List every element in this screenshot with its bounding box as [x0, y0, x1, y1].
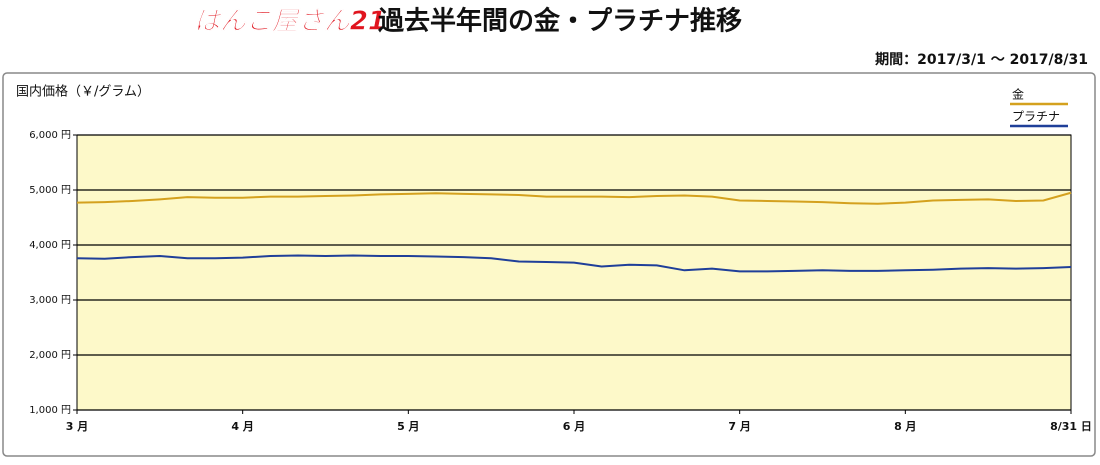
- y-tick-label: 3,000 円: [29, 295, 71, 306]
- x-tick-label: 3 月: [66, 420, 88, 433]
- chart-title: 過去半年間の金・プラチナ推移: [378, 6, 742, 37]
- y-axis-label: 国内価格（￥/グラム）: [16, 84, 150, 100]
- y-tick-label: 6,000 円: [29, 130, 71, 141]
- x-tick-label: 8/31 日: [1050, 420, 1092, 433]
- y-tick-label: 2,000 円: [29, 350, 71, 361]
- x-tick-label: 5 月: [397, 420, 419, 433]
- series-line: [76, 191, 1072, 205]
- y-tick-label: 4,000 円: [29, 240, 71, 251]
- series-line: [76, 254, 1072, 273]
- y-tick-label: 5,000 円: [29, 185, 71, 196]
- legend-label: 金: [1012, 87, 1024, 102]
- y-tick-label: 1,000 円: [29, 405, 71, 416]
- x-tick-label: 8 月: [894, 420, 916, 433]
- logo: はんこ屋さん21: [194, 7, 386, 37]
- x-tick-label: 4 月: [231, 420, 253, 433]
- legend-label: プラチナ: [1012, 110, 1060, 124]
- plot-area: [76, 134, 1072, 411]
- x-tick-label: 6 月: [563, 420, 585, 433]
- subtitle: 期間：2017/3/1 〜 2017/8/31: [875, 52, 1088, 68]
- x-tick-label: 7 月: [728, 420, 750, 433]
